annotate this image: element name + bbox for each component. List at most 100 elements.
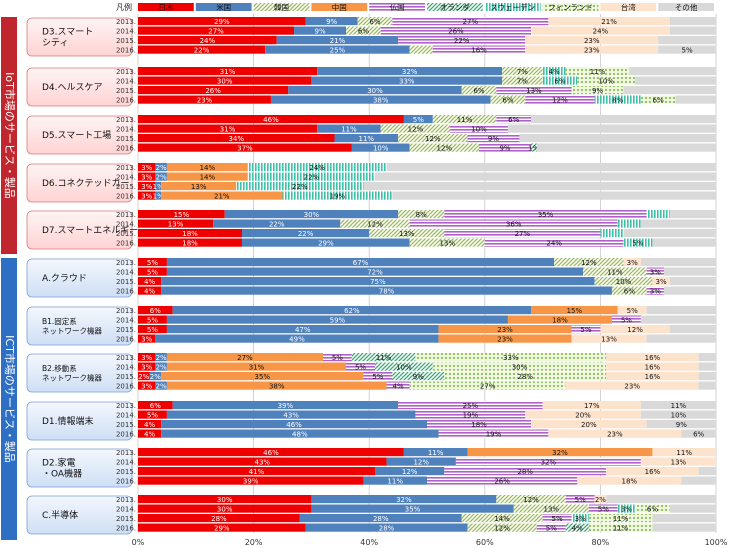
data-label: 31% bbox=[249, 363, 265, 371]
bar-segment bbox=[571, 325, 601, 334]
bar-segment bbox=[444, 210, 647, 219]
bar-segment bbox=[502, 67, 543, 76]
bar-segment bbox=[138, 334, 156, 343]
bar-segment bbox=[138, 410, 167, 419]
data-label: 3% bbox=[575, 515, 586, 523]
data-label: 9% bbox=[326, 18, 337, 26]
legend-label: その他 bbox=[675, 2, 698, 12]
section-title: IoT市場のサービス・製品 bbox=[3, 72, 17, 199]
data-label: 38% bbox=[269, 382, 285, 390]
bar-segment bbox=[698, 353, 716, 362]
bar-segment bbox=[138, 429, 162, 438]
bar-segment bbox=[363, 182, 716, 191]
bar-segment bbox=[392, 191, 716, 200]
data-label: 10% bbox=[616, 278, 632, 286]
data-label: 31% bbox=[220, 68, 236, 76]
group-label-box bbox=[26, 210, 133, 250]
bar-segment bbox=[490, 95, 526, 104]
bar-segment bbox=[374, 362, 433, 371]
group-label: C.半導体 bbox=[42, 509, 78, 521]
data-label: 12% bbox=[627, 326, 643, 334]
bar-segment bbox=[138, 163, 156, 172]
bar-segment bbox=[380, 124, 451, 133]
data-label: 6% bbox=[653, 96, 664, 104]
bar-segment bbox=[658, 45, 716, 54]
group-label: D4.ヘルスケア bbox=[42, 82, 103, 93]
year-label: 2016. bbox=[116, 193, 136, 201]
data-label: 11% bbox=[341, 125, 357, 133]
data-label: 33% bbox=[503, 354, 519, 362]
bar-segment bbox=[138, 143, 352, 152]
data-label: 5% bbox=[627, 307, 638, 315]
bar-segment bbox=[386, 163, 716, 172]
bar-segment bbox=[461, 86, 497, 95]
data-label: 12% bbox=[581, 259, 597, 267]
bar-segment bbox=[138, 67, 318, 76]
bar-segment bbox=[646, 286, 664, 295]
legend-label: 仏国 bbox=[390, 3, 405, 12]
data-label: 15% bbox=[174, 211, 190, 219]
bar-segment bbox=[698, 372, 716, 381]
bar-segment bbox=[172, 306, 532, 315]
year-label: 2015. bbox=[116, 326, 136, 334]
bar-segment bbox=[565, 381, 699, 390]
bar-segment bbox=[571, 86, 624, 95]
year-label: 2013. bbox=[116, 496, 136, 504]
bar-segment bbox=[617, 219, 641, 228]
bar-segment bbox=[565, 495, 595, 504]
bar-segment bbox=[681, 429, 716, 438]
data-label: 23% bbox=[497, 335, 513, 343]
year-label: 2016. bbox=[116, 336, 136, 344]
data-label: 3% bbox=[656, 278, 667, 286]
data-label: 59% bbox=[330, 316, 346, 324]
data-label: 19% bbox=[486, 430, 502, 438]
data-label: 18% bbox=[552, 316, 568, 324]
bar-segment bbox=[496, 115, 532, 124]
bar-segment bbox=[236, 182, 364, 191]
year-label: 2015. bbox=[116, 278, 136, 286]
bar-segment bbox=[138, 325, 167, 334]
data-label: 1% bbox=[528, 144, 539, 152]
year-label: 2013. bbox=[116, 259, 136, 267]
bar-segment bbox=[536, 143, 716, 152]
bar-segment bbox=[166, 325, 439, 334]
year-label: 2014. bbox=[116, 221, 136, 229]
bar-segment bbox=[374, 467, 445, 476]
bar-segment bbox=[166, 362, 347, 371]
year-label: 2016. bbox=[116, 97, 136, 105]
data-label: 32% bbox=[396, 496, 412, 504]
data-label: 5% bbox=[332, 354, 343, 362]
data-label: 5% bbox=[147, 316, 158, 324]
data-label: 13% bbox=[526, 87, 542, 95]
bar-segment bbox=[409, 143, 480, 152]
bar-segment bbox=[583, 267, 647, 276]
bar-segment bbox=[138, 124, 318, 133]
bar-segment bbox=[224, 210, 399, 219]
data-label: 4% bbox=[144, 430, 155, 438]
data-label: 11% bbox=[676, 449, 692, 457]
data-label: 39% bbox=[278, 402, 294, 410]
data-label: 24% bbox=[309, 164, 325, 172]
group-label-box bbox=[26, 495, 133, 535]
data-label: 30% bbox=[304, 211, 320, 219]
data-label: 5% bbox=[632, 239, 643, 247]
bar-segment bbox=[444, 229, 601, 238]
bar-segment bbox=[149, 372, 162, 381]
bar-segment bbox=[554, 258, 624, 267]
year-label: 2014. bbox=[116, 126, 136, 134]
bar-segment bbox=[640, 410, 716, 419]
bar-segment bbox=[403, 115, 433, 124]
bar-segment bbox=[669, 504, 716, 513]
data-label: 35% bbox=[538, 211, 554, 219]
bar-segment bbox=[138, 372, 150, 381]
data-label: 10% bbox=[396, 363, 412, 371]
bar-segment bbox=[525, 45, 659, 54]
year-label: 2016. bbox=[116, 383, 136, 391]
bar-segment bbox=[369, 229, 445, 238]
group-label: ・OA機器 bbox=[42, 468, 82, 480]
data-label: 26% bbox=[494, 477, 510, 485]
year-label: 2015. bbox=[116, 421, 136, 429]
bar-segment bbox=[305, 17, 358, 26]
bar-segment bbox=[138, 495, 312, 504]
